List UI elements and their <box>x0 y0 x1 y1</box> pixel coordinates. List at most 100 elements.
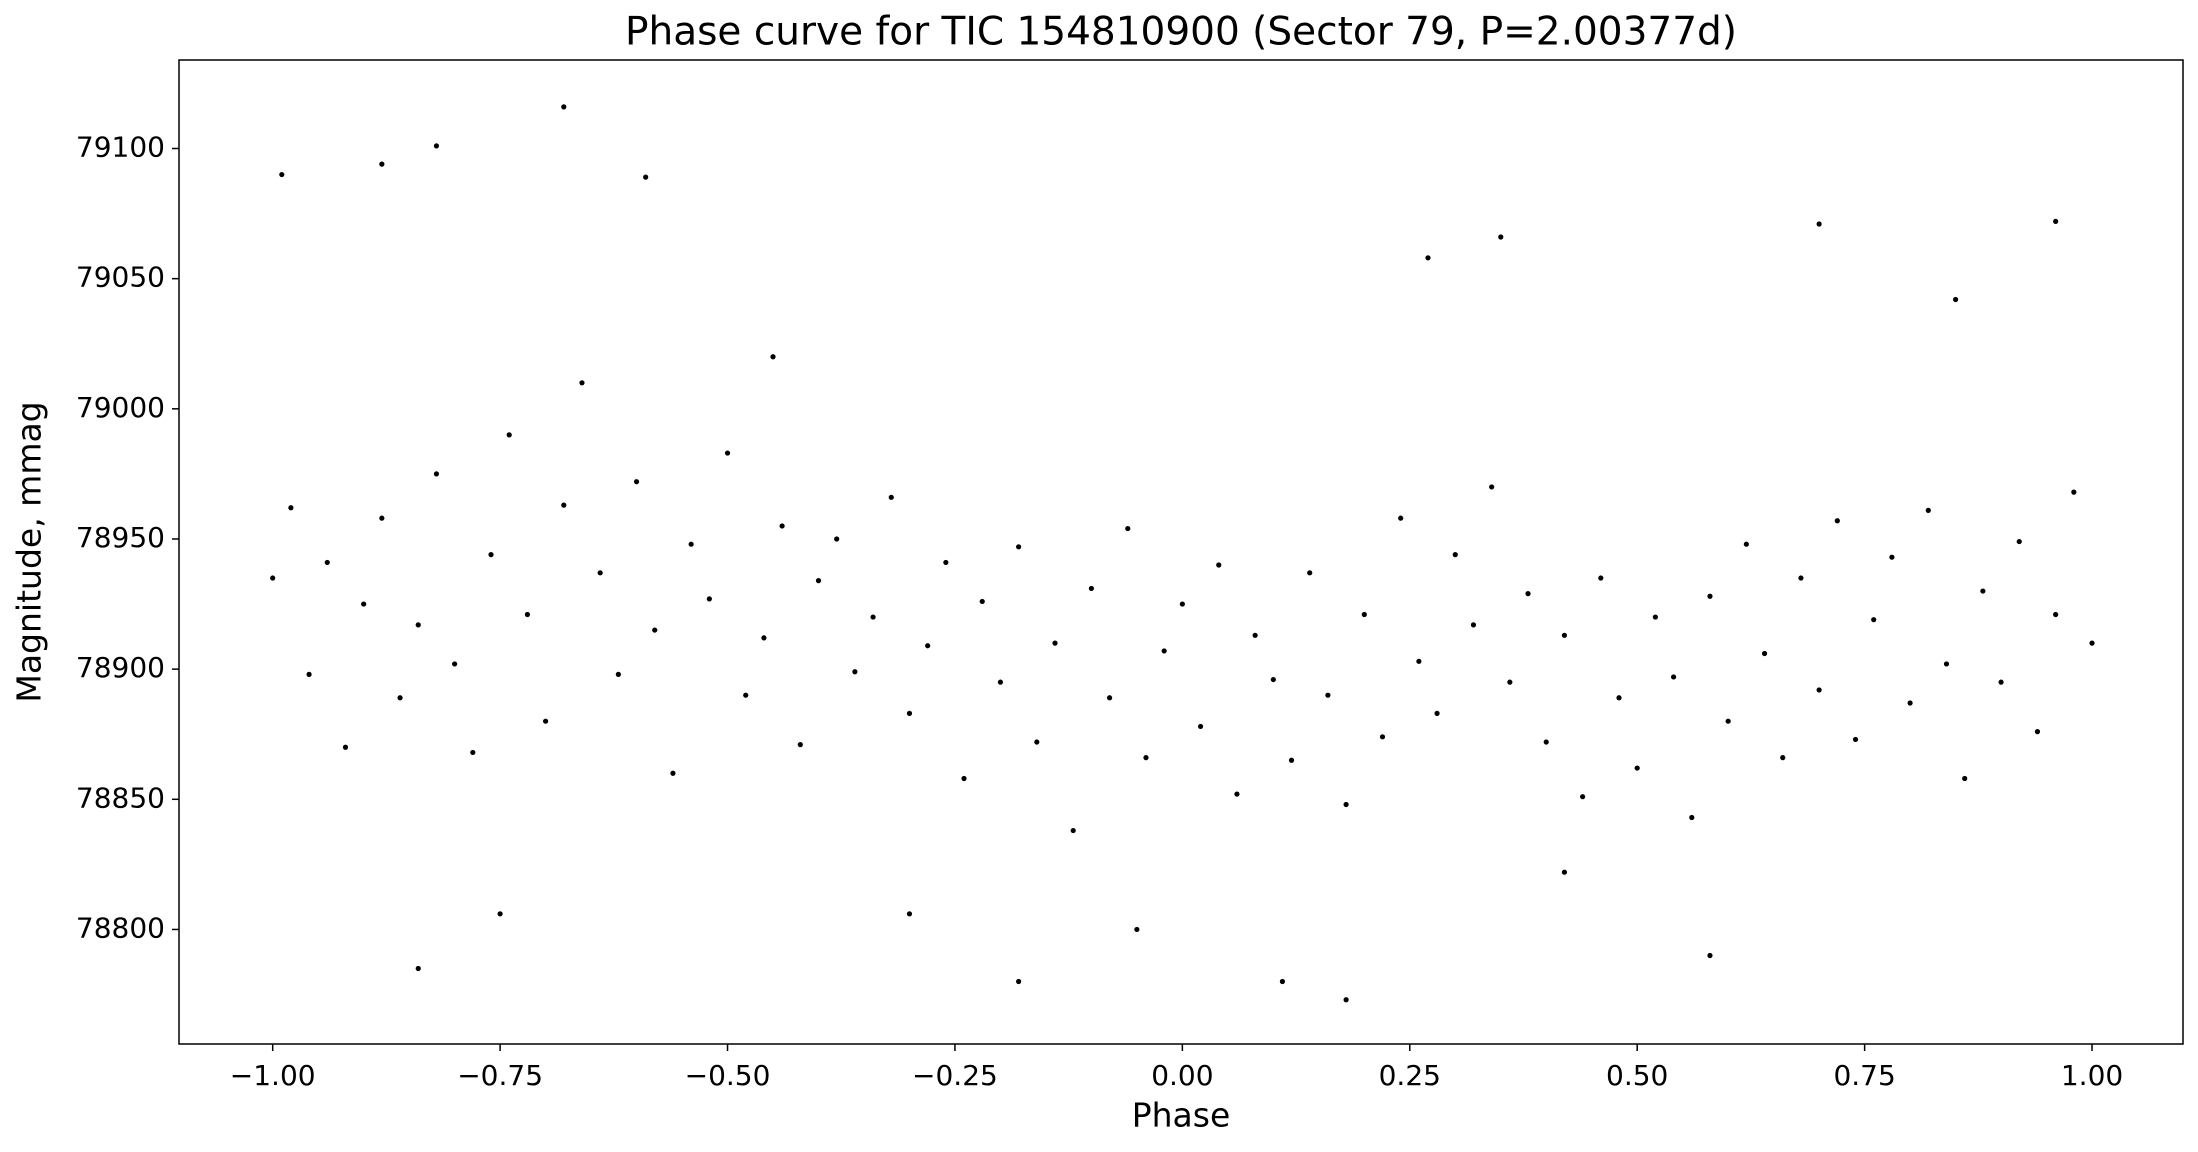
data-point <box>1761 650 1768 657</box>
data-point <box>506 432 512 438</box>
y-tick-label: 79050 <box>76 261 165 294</box>
data-point <box>1070 827 1076 834</box>
data-point <box>1125 525 1131 532</box>
data-point <box>342 744 349 750</box>
data-point <box>279 171 285 178</box>
data-point <box>1798 575 1804 581</box>
data-point <box>1525 591 1531 597</box>
data-point <box>1952 296 1959 303</box>
data-point <box>724 450 731 456</box>
data-point <box>1507 679 1513 685</box>
data-point <box>1361 611 1367 618</box>
data-point <box>2089 640 2095 646</box>
y-tick-label: 79000 <box>76 391 165 424</box>
data-point <box>2016 538 2022 545</box>
y-axis-label: Magnitude, mmag <box>10 401 49 702</box>
data-point <box>2071 489 2077 495</box>
x-tick-label: −0.50 <box>685 1059 771 1092</box>
chart-title: Phase curve for TIC 154810900 (Sector 79… <box>625 10 1737 55</box>
x-tick-label: 0.50 <box>1606 1059 1668 1092</box>
data-point <box>997 679 1004 685</box>
data-point <box>1634 765 1640 771</box>
data-point <box>542 718 549 724</box>
data-point <box>1889 554 1895 560</box>
y-tick-label: 78900 <box>76 651 165 684</box>
data-point <box>815 578 822 584</box>
data-point <box>906 911 913 917</box>
plot-frame <box>178 59 2184 1045</box>
data-point <box>1871 617 1877 623</box>
x-axis-label: Phase <box>1132 1096 1231 1135</box>
data-point <box>433 143 440 149</box>
data-point <box>1543 739 1549 745</box>
data-point <box>1307 570 1313 576</box>
data-point <box>1470 622 1477 628</box>
data-point <box>615 671 621 677</box>
x-tick-label: 0.00 <box>1151 1059 1213 1092</box>
data-point <box>706 596 712 602</box>
data-point <box>779 523 785 529</box>
data-point <box>1052 640 1058 646</box>
data-point <box>1998 679 2004 685</box>
data-point <box>1980 588 1986 594</box>
data-point <box>1852 736 1859 743</box>
data-point <box>1106 695 1113 701</box>
data-point <box>1707 952 1713 959</box>
data-point <box>633 479 640 485</box>
data-point <box>415 622 421 628</box>
data-point <box>579 380 585 386</box>
data-point <box>1161 648 1167 654</box>
data-point <box>852 669 858 675</box>
data-point <box>452 661 458 667</box>
x-tick-label: −0.25 <box>912 1059 998 1092</box>
data-point <box>1325 692 1331 698</box>
data-point <box>670 770 676 776</box>
data-point <box>1270 676 1276 683</box>
x-tick-label: −1.00 <box>230 1059 316 1092</box>
data-point <box>888 494 894 500</box>
data-point <box>1943 661 1950 667</box>
data-point <box>1343 801 1349 808</box>
data-point <box>470 749 476 756</box>
data-point <box>433 471 440 477</box>
data-point <box>1707 593 1713 599</box>
data-point <box>324 559 330 566</box>
data-point <box>688 541 694 547</box>
data-point <box>379 515 385 521</box>
data-point <box>652 627 658 633</box>
data-point <box>906 710 913 716</box>
data-point <box>1561 869 1568 875</box>
y-tick-label: 78800 <box>76 911 165 944</box>
data-point <box>379 161 385 167</box>
data-point <box>1816 687 1822 693</box>
data-point <box>397 695 403 701</box>
data-point <box>561 502 567 508</box>
data-point <box>1725 718 1731 724</box>
data-point <box>743 692 749 698</box>
y-tick-label: 78950 <box>76 521 165 554</box>
data-point <box>1234 791 1240 797</box>
x-tick-label: −0.75 <box>457 1059 543 1092</box>
data-point <box>1780 755 1786 761</box>
data-point <box>1689 814 1695 821</box>
data-point <box>1252 632 1258 638</box>
data-point <box>306 671 312 677</box>
x-tick-label: 0.75 <box>1833 1059 1895 1092</box>
data-point <box>1088 585 1094 592</box>
data-point <box>943 559 949 566</box>
data-point <box>1288 757 1295 763</box>
data-point <box>1434 710 1440 716</box>
data-point <box>1216 562 1222 568</box>
data-point <box>1670 674 1677 680</box>
data-point <box>1016 544 1022 550</box>
data-point <box>524 611 531 618</box>
data-point <box>1498 234 1504 240</box>
data-point <box>979 598 985 605</box>
data-point <box>1398 515 1404 521</box>
data-point <box>2034 729 2041 735</box>
data-point <box>1425 255 1431 261</box>
data-point <box>1652 614 1658 620</box>
data-point <box>1598 575 1604 581</box>
data-point <box>1962 775 1968 782</box>
